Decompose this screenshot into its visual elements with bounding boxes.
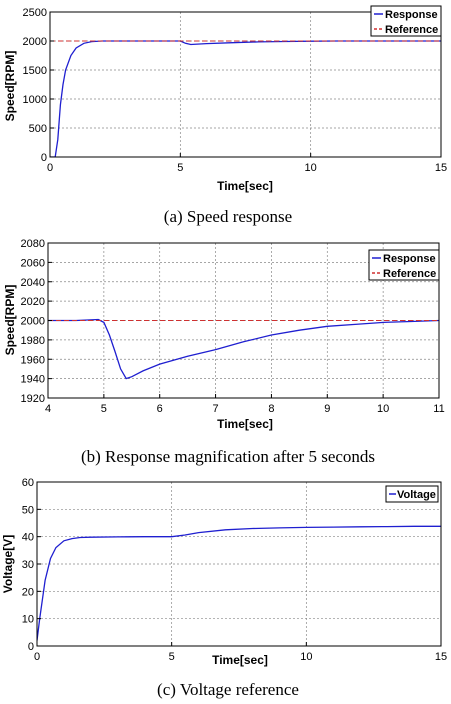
series-line-voltage: [37, 525, 441, 641]
y-tick-label: 1980: [21, 335, 45, 347]
y-axis-label-b: Speed[RPM]: [3, 285, 17, 356]
y-tick-label: 1920: [21, 393, 45, 405]
y-tick-label: 20: [22, 586, 34, 598]
legend-b: Response Reference: [368, 249, 440, 281]
ticks-b: 4 5 6 7 8 9 10 11 1920 1940 1960 1980 2000 2020 2040 20…: [21, 238, 445, 415]
x-tick-label: 9: [324, 403, 330, 415]
legend-label-reference-b: Reference: [383, 268, 436, 280]
y-tick-label: 2060: [21, 257, 45, 269]
ticks-a: 0 5 10 15 0 500 1000 1500 2000 2500: [23, 7, 448, 174]
legend-label-voltage-c: Voltage: [397, 489, 436, 501]
caption-c: (c) Voltage reference: [157, 680, 299, 699]
series-c: [37, 525, 441, 641]
x-tick-label: 10: [300, 651, 312, 663]
series-b: [48, 318, 439, 380]
x-tick-label: 0: [47, 162, 53, 174]
x-tick-label: 10: [305, 162, 317, 174]
y-tick-label: 1940: [21, 374, 45, 386]
legend-label-response-a: Response: [385, 9, 438, 21]
x-tick-label: 4: [45, 403, 51, 415]
y-tick-label: 2080: [21, 238, 45, 250]
x-tick-label: 0: [34, 651, 40, 663]
legend-label-response-b: Response: [383, 253, 436, 265]
y-tick-label: 2500: [23, 7, 47, 19]
plot-frame-a: [49, 11, 442, 158]
y-tick-label: 0: [28, 641, 34, 653]
y-tick-label: 1000: [23, 94, 47, 106]
y-tick-label: 50: [22, 504, 34, 516]
caption-a: (a) Speed response: [164, 207, 292, 226]
panel-speed-response: 0 5 10 15 0 500 1000 1500 2000 2500 Time[sec] Spe…: [3, 5, 448, 226]
x-tick-label: 15: [435, 162, 447, 174]
y-tick-label: 2000: [23, 36, 47, 48]
legend-label-reference-a: Reference: [385, 24, 438, 36]
y-tick-label: 2000: [21, 316, 45, 328]
x-axis-label-a: Time[sec]: [217, 179, 273, 193]
grid-c: [36, 481, 442, 647]
legend-c: Voltage: [385, 485, 439, 503]
caption-b: (b) Response magnification after 5 secon…: [81, 447, 375, 466]
y-tick-label: 60: [22, 477, 34, 489]
y-tick-label: 10: [22, 614, 34, 626]
y-tick-label: 40: [22, 532, 34, 544]
x-tick-label: 11: [433, 403, 444, 415]
x-axis-label-b: Time[sec]: [217, 417, 273, 431]
y-tick-label: 1500: [23, 65, 47, 77]
y-tick-label: 500: [29, 123, 47, 135]
series-a: [50, 40, 441, 157]
x-tick-label: 8: [268, 403, 274, 415]
x-tick-label: 6: [157, 403, 163, 415]
x-tick-label: 5: [101, 403, 107, 415]
y-tick-label: 0: [41, 152, 47, 164]
series-line-response: [48, 318, 439, 380]
y-axis-label-a: Speed[RPM]: [3, 51, 17, 122]
x-tick-label: 10: [377, 403, 389, 415]
x-tick-label: 5: [177, 162, 183, 174]
panel-voltage-reference: 0 5 10 15 0 10 20 30 40 50 60 Time[sec] Voltage[V]…: [1, 477, 447, 699]
y-tick-label: 1960: [21, 354, 45, 366]
ticks-c: 0 5 10 15 0 10 20 30 40 50 60: [22, 477, 447, 663]
y-tick-label: 2040: [21, 277, 45, 289]
panel-response-magnification: 4 5 6 7 8 9 10 11 1920 1940 1960 1980 2000 2020 2040 20…: [3, 238, 445, 466]
y-tick-label: 30: [22, 559, 34, 571]
y-tick-label: 2020: [21, 296, 45, 308]
x-tick-label: 5: [169, 651, 175, 663]
x-axis-label-c: Time[sec]: [212, 653, 268, 667]
legend-a: Response Reference: [370, 5, 442, 37]
x-tick-label: 7: [213, 403, 219, 415]
y-axis-label-c: Voltage[V]: [1, 535, 15, 593]
x-tick-label: 15: [435, 651, 447, 663]
